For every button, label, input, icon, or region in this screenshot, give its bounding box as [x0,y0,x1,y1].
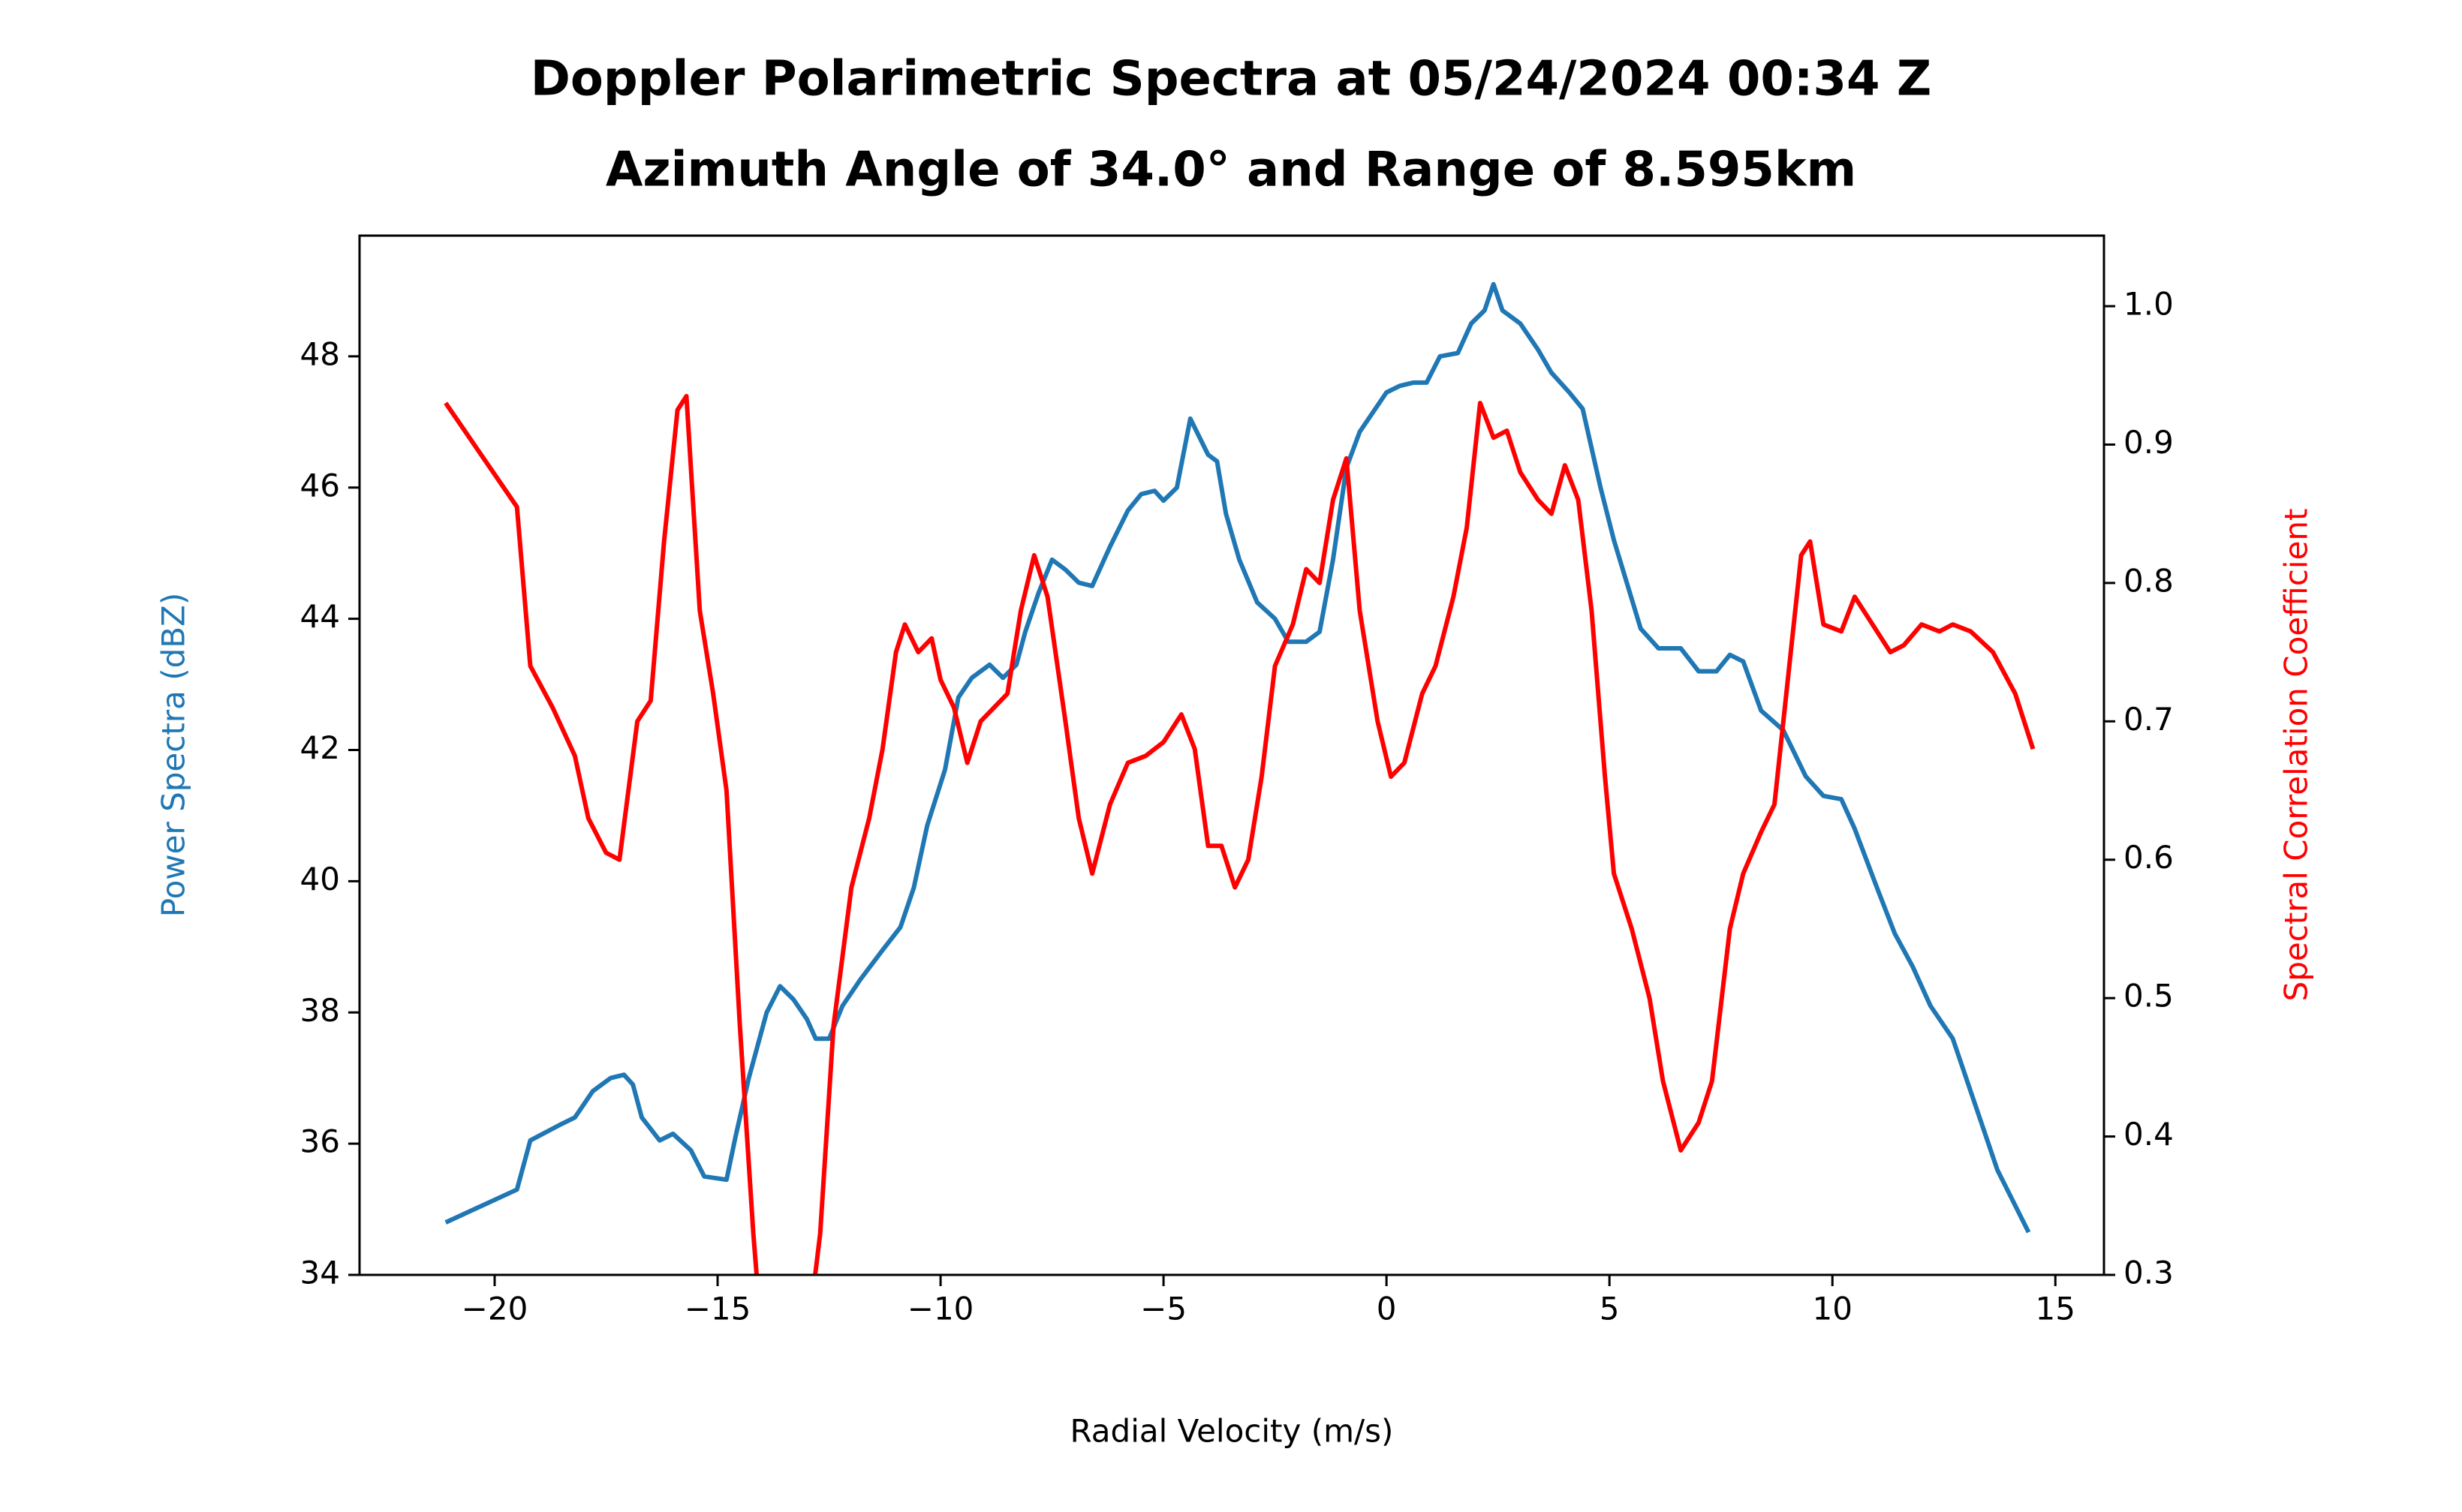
series-line [444,393,2036,1275]
y2-tick-label: 0.9 [2123,424,2174,461]
x-tick-label: 15 [2036,1291,2075,1327]
chart-subtitle: Azimuth Angle of 34.0° and Range of 8.59… [606,143,1856,198]
y2-tick-label: 0.3 [2123,1255,2174,1291]
y-tick-label: 40 [300,861,340,897]
x-axis-label: Radial Velocity (m/s) [1070,1413,1394,1450]
y2-axis-label: Spectral Correlation Coefficient [2278,509,2315,1002]
y2-tick-label: 0.4 [2123,1116,2174,1153]
x-tick-label: −15 [685,1291,751,1327]
x-tick-label: −20 [462,1291,528,1327]
y-tick-label: 34 [300,1255,340,1291]
y2-tick-label: 0.5 [2123,978,2174,1015]
x-tick-label: 10 [1812,1291,1852,1327]
x-tick-label: −10 [907,1291,974,1327]
y-tick-label: 44 [300,598,340,635]
chart-title: Doppler Polarimetric Spectra at 05/24/20… [531,52,1931,107]
y2-tick-label: 0.8 [2123,562,2174,599]
y2-tick-label: 0.6 [2123,839,2174,876]
y2-tick-label: 1.0 [2123,286,2174,323]
y-axis-label: Power Spectra (dBZ) [155,593,192,917]
x-tick-label: 5 [1600,1291,1620,1327]
y-tick-label: 46 [300,467,340,503]
plot-frame [358,234,2105,1276]
y-tick-label: 36 [300,1123,340,1160]
series-line [444,281,2031,1234]
x-tick-label: 0 [1377,1291,1397,1327]
y-tick-label: 38 [300,992,340,1029]
y2-tick-label: 0.7 [2123,701,2174,738]
x-tick-label: −5 [1140,1291,1187,1327]
y-tick-label: 48 [300,335,340,372]
y-tick-label: 42 [300,729,340,766]
